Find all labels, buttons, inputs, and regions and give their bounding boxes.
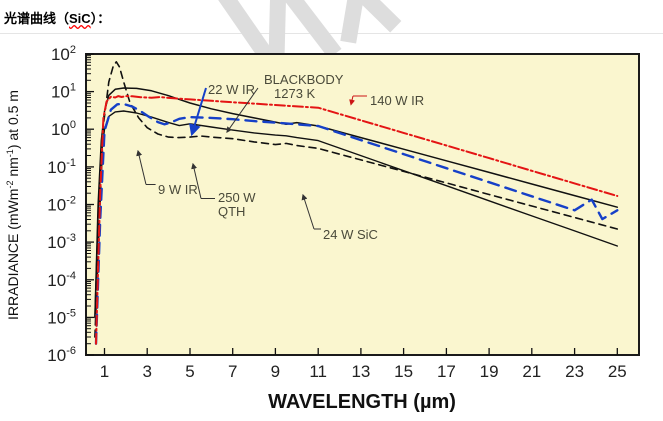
svg-text:15: 15 (394, 362, 413, 381)
svg-text:101: 101 (51, 82, 76, 102)
svg-text:23: 23 (565, 362, 584, 381)
svg-text:13: 13 (351, 362, 370, 381)
svg-text:10-2: 10-2 (47, 195, 76, 215)
svg-text:9 W IR: 9 W IR (158, 182, 198, 197)
svg-text:10-4: 10-4 (47, 270, 76, 290)
svg-text:17: 17 (437, 362, 456, 381)
svg-text:QTH: QTH (218, 204, 245, 219)
svg-text:140 W IR: 140 W IR (370, 93, 424, 108)
svg-text:11: 11 (309, 362, 327, 381)
svg-text:1273 K: 1273 K (274, 86, 316, 101)
svg-text:10-6: 10-6 (47, 345, 76, 365)
svg-text:19: 19 (480, 362, 499, 381)
svg-text:BLACKBODY: BLACKBODY (264, 72, 344, 87)
svg-text:250 W: 250 W (218, 190, 256, 205)
svg-text:5: 5 (185, 362, 194, 381)
svg-text:10-1: 10-1 (47, 157, 76, 177)
svg-text:24 W SiC: 24 W SiC (323, 227, 378, 242)
svg-text:IRRADIANCE (mWm-2 nm-1) at 0.5: IRRADIANCE (mWm-2 nm-1) at 0.5 m (5, 90, 21, 320)
svg-text:21: 21 (522, 362, 541, 381)
svg-text:9: 9 (271, 362, 280, 381)
svg-text:1: 1 (100, 362, 109, 381)
svg-text:3: 3 (142, 362, 151, 381)
svg-text:7: 7 (228, 362, 237, 381)
svg-text:102: 102 (51, 44, 76, 64)
svg-text:25: 25 (608, 362, 627, 381)
svg-text:22 W IR: 22 W IR (208, 82, 255, 97)
svg-text:WAVELENGTH (µm): WAVELENGTH (µm) (268, 391, 456, 413)
svg-text:10-5: 10-5 (47, 307, 76, 327)
svg-text:10-3: 10-3 (47, 232, 76, 252)
svg-text:100: 100 (51, 119, 76, 139)
